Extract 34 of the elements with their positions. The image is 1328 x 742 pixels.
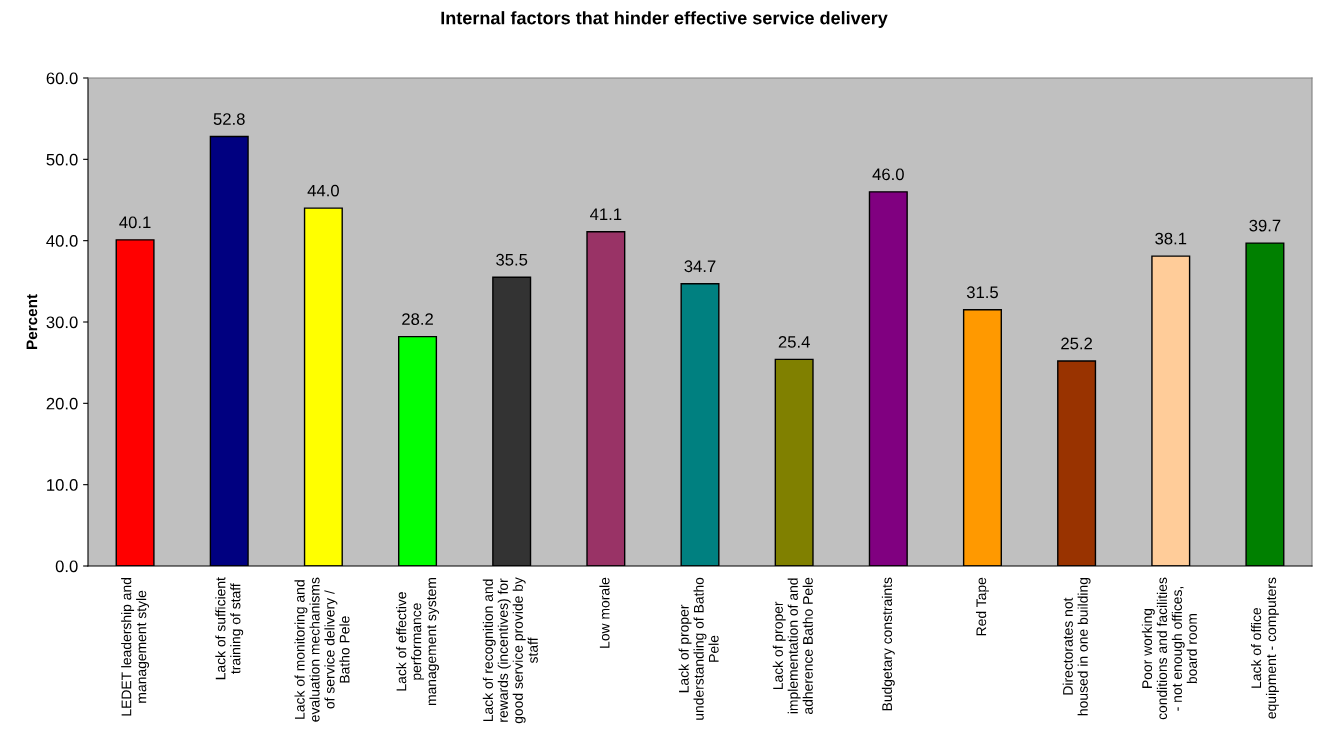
y-tick-label: 60.0 <box>46 72 78 85</box>
data-label: 34.7 <box>684 260 716 273</box>
data-label: 40.1 <box>119 216 151 229</box>
x-tick-label: Budgetary constraints <box>881 577 895 711</box>
data-label: 28.2 <box>402 313 433 326</box>
data-label: 44.0 <box>307 184 339 197</box>
data-label: 35.5 <box>496 253 528 266</box>
data-label: 25.4 <box>778 335 810 348</box>
data-label: 46.0 <box>872 168 904 181</box>
x-tick-label: Poor working conditions and facilities - not enough offices, board room <box>1141 577 1197 720</box>
x-tick-label: Lack of effective performance management system <box>396 578 439 706</box>
data-label: 25.2 <box>1061 337 1092 350</box>
x-tick-label: Low morale <box>599 577 610 648</box>
y-tick-label: 40.0 <box>46 235 78 247</box>
y-tick-label: 10.0 <box>47 479 78 491</box>
data-label: 39.7 <box>1249 219 1281 232</box>
y-tick-label: 20.0 <box>46 397 78 410</box>
data-label: 31.5 <box>966 286 998 299</box>
data-label: 38.1 <box>1155 232 1187 245</box>
x-tick-label: Lack of recognition and rewards (incentives) for good service provide by staff <box>482 577 538 724</box>
data-label: 52.8 <box>213 113 245 125</box>
x-tick-label: Lack of office equipment - computers <box>1250 577 1279 719</box>
x-tick-label: Lack of monitoring and evaluation mechanisms of service delivery / Batho Pele <box>294 577 350 722</box>
x-tick-label: Lack of proper understanding of Batho Pele <box>678 577 719 720</box>
x-tick-label: Red Tape <box>975 577 989 636</box>
x-tick-label: Directorates not housed in one building <box>1062 577 1091 716</box>
x-tick-label: LEDET leadership and management style <box>121 578 150 716</box>
chart-title: Internal factors that hinder effective service delivery <box>441 11 888 28</box>
y-axis-title: Percent <box>26 294 38 349</box>
data-label: 41.1 <box>590 208 622 220</box>
y-tick-label: 30.0 <box>46 316 78 329</box>
x-tick-label: Lack of proper implementation of and adherence Batho Pele <box>772 577 813 714</box>
y-tick-label: 50.0 <box>46 153 78 166</box>
y-tick-label: 0.0 <box>55 560 78 573</box>
